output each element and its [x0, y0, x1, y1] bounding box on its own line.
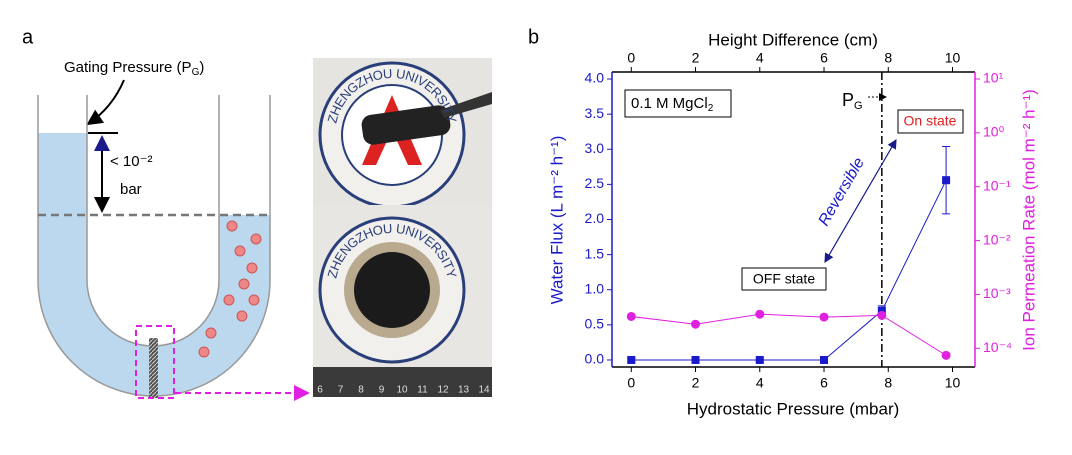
- data-point: [691, 355, 700, 364]
- y2-tick-label: 10⁻¹: [983, 177, 1011, 193]
- x-tick-label: 6: [820, 375, 828, 391]
- x-tick-label: 4: [756, 375, 764, 391]
- ruler-label: 6: [317, 385, 323, 396]
- panel-label: b: [528, 26, 539, 48]
- annotation-box: [624, 89, 732, 118]
- membrane-disk: [354, 252, 430, 328]
- data-point: [942, 176, 951, 185]
- data-point: [820, 355, 829, 364]
- annotation-box: [741, 267, 827, 291]
- data-point: [627, 355, 636, 364]
- ruler-label: 13: [458, 385, 470, 396]
- off-state: OFF state: [753, 271, 815, 287]
- ions: [198, 220, 262, 358]
- x2-axis-title: Height Difference (cm): [708, 30, 878, 49]
- on-state: On state: [904, 113, 957, 129]
- ruler-label: 9: [379, 385, 385, 396]
- data-point: [941, 350, 951, 360]
- x2-tick-label: 10: [945, 50, 961, 66]
- plot: 0 2 4 6 8 10 0 2 4 6 8 10 0.0 0.5 1.0 1.5 2.0 2.5 3.0 3.5 4.…: [585, 50, 1012, 391]
- zoom-box: [135, 325, 175, 399]
- y-tick-label: 1.5: [585, 245, 605, 261]
- series-line: [631, 313, 947, 356]
- data-point: [877, 310, 887, 320]
- arrow: [86, 79, 125, 126]
- x-tick-label: 8: [884, 375, 892, 391]
- data-point: [755, 309, 765, 319]
- y-tick-label: 3.5: [585, 105, 605, 121]
- membrane: [149, 338, 158, 398]
- ruler-label: 12: [437, 385, 449, 396]
- data-point: [691, 319, 701, 329]
- y-tick-label: 1.0: [585, 280, 605, 296]
- data-point: [755, 355, 764, 364]
- x2-tick-label: 4: [756, 50, 764, 66]
- gating-label: Gating Pressure (PG): [64, 59, 204, 78]
- y-tick-label: 2.5: [585, 175, 605, 191]
- series-line: [631, 179, 947, 361]
- y-tick-label: 0.0: [585, 351, 605, 367]
- y2-axis-title: Ion Permeation Rate (mol m⁻² h⁻¹): [1019, 89, 1038, 351]
- data-point: [819, 312, 829, 322]
- x2-tick-label: 0: [627, 50, 635, 66]
- reversible-arrow: [824, 138, 897, 264]
- ruler-label: 11: [417, 385, 428, 396]
- y2-tick-label: 10⁻⁴: [983, 339, 1012, 355]
- ruler-label: 8: [358, 385, 364, 396]
- x-axis-title: Hydrostatic Pressure (mbar): [687, 399, 900, 418]
- x-tick-label: 10: [945, 375, 961, 391]
- gating-annotation: PG: [842, 90, 863, 112]
- data-point: [877, 306, 886, 315]
- ruler-labels: 6 7 8 9 10 11 12 13 14: [317, 385, 490, 396]
- data-point: [626, 311, 636, 321]
- x2-tick-label: 8: [884, 50, 892, 66]
- ruler: [313, 367, 492, 397]
- x-tick-label: 2: [692, 375, 700, 391]
- y-axis-title: Water Flux (L m⁻² h⁻¹): [547, 136, 566, 305]
- reversible-label: Reversible: [815, 155, 868, 229]
- y-tick-label: 4.0: [585, 70, 605, 86]
- panel-label: a: [22, 26, 34, 48]
- y2-tick-label: 10⁻²: [983, 231, 1011, 247]
- annotation-box: [897, 109, 964, 134]
- tweezers: [440, 92, 492, 118]
- salt-label: 0.1 M MgCl2: [631, 95, 714, 114]
- y2-tick-label: 10¹: [983, 70, 1004, 86]
- ruler-label: 10: [396, 385, 408, 396]
- y-tick-label: 2.0: [585, 210, 605, 226]
- y-tick-label: 3.0: [585, 140, 605, 156]
- x2-tick-label: 6: [820, 50, 828, 66]
- ruler-label: 7: [338, 385, 344, 396]
- y2-tick-label: 10⁻³: [983, 285, 1011, 301]
- y2-tick-label: 10⁰: [983, 124, 1005, 140]
- ruler-label: 14: [478, 385, 490, 396]
- x2-tick-label: 2: [692, 50, 700, 66]
- pressure-value: < 10⁻²: [110, 153, 153, 170]
- membrane-piece: [361, 105, 451, 145]
- x-tick-label: 0: [627, 375, 635, 391]
- pressure-unit: bar: [120, 181, 142, 198]
- y-tick-label: 0.5: [585, 316, 605, 332]
